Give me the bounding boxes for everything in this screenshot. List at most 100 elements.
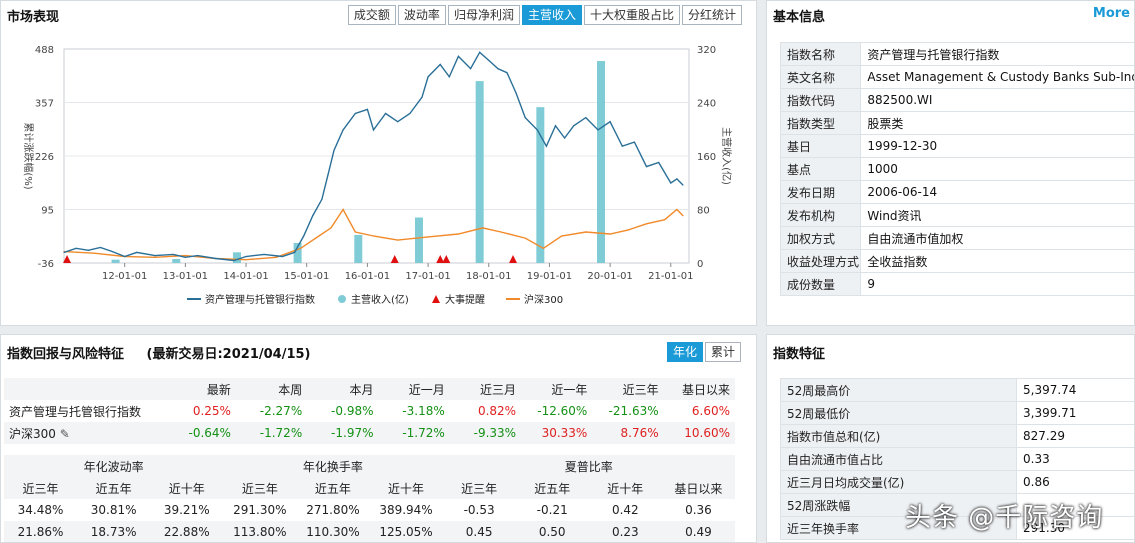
index-line-point [645,166,648,168]
risk-row: 34.48% 30.81% 39.21% 291.30% 271.80% 389.94% -… [4,499,735,521]
feature-key: 52周涨跌幅 [780,493,1017,517]
index-line-point [372,129,375,131]
features-table: 52周最高价 5,397.74 52周最低价 3,399.71 指数市值总和(亿) 827… [780,378,1134,540]
y-left-tick-label: -36 [38,259,54,270]
y-right-tick-label: 160 [697,152,716,163]
returns-value: -2.27% [259,404,303,418]
edit-icon[interactable]: ✎ [55,426,70,441]
index-line-point [448,76,450,78]
index-line-point [597,129,599,131]
feature-value: 0.33 [1016,447,1134,471]
basic-info-value: 9 [860,272,1134,296]
returns-header: 本周 [278,382,303,397]
tab-1[interactable]: 波动率 [397,5,446,25]
index-line-point [658,161,660,164]
index-line-point [397,121,399,123]
index-line-point [554,125,557,127]
feature-value: 291.30 [1016,516,1134,540]
basic-info-value: Wind资讯 [860,203,1134,227]
basic-info-row: 成份数量 9 [779,272,1134,296]
returns-tab-1[interactable]: 累计 [705,342,742,362]
feature-row: 52周涨跌幅 [780,493,1134,517]
hs300-line-point [427,236,429,238]
returns-value: 30.33% [541,426,588,440]
hs300-line-point [482,227,484,229]
risk-value: -0.21 [536,503,568,517]
hs300-line-point [664,219,666,221]
risk-subheader: 近三年 [22,481,59,496]
index-line-point [154,255,156,257]
risk-subheader-row: 近三年 近五年 近十年 近三年 近五年 近十年 近三年 近五年 近十年 基日以来 [4,477,735,499]
tab-0[interactable]: 成交额 [347,5,396,25]
tab-3[interactable]: 主营收入 [521,5,582,25]
returns-title: 指数回报与风险特征 (最新交易日:2021/04/15) [7,343,311,362]
returns-value: -9.33% [473,426,517,440]
basic-info-value: 自由流通市值加权 [860,226,1134,250]
tab-5[interactable]: 分红统计 [681,5,742,25]
index-line-point [670,182,672,184]
index-line-point [136,251,138,253]
basic-info-row: 指数代码 882500.WI [779,88,1134,112]
basic-info-table: 指数名称 资产管理与托管银行指数 英文名称 Asset Management & Cu… [779,42,1134,296]
tab-4[interactable]: 十大权重股占比 [583,5,680,25]
revenue-bar [293,242,302,263]
hs300-line-point [560,235,563,237]
risk-subheader: 基日以来 [674,481,723,496]
basic-info-value: 2006-06-14 [860,180,1134,204]
risk-value: 0.50 [538,525,566,539]
risk-group-header: 年化波动率 [83,459,144,474]
x-tick-label: 19-01-01 [527,271,572,282]
index-line-point [87,249,89,251]
revenue-bar [597,61,606,263]
returns-value: -0.98% [331,404,374,418]
tab-2[interactable]: 归母净利润 [447,5,520,25]
feature-key: 指数市值总和(亿) [780,424,1017,448]
hs300-line-point [585,231,587,233]
risk-value: 39.21% [163,503,210,517]
index-line-point [621,145,623,147]
risk-value: 30.81% [90,503,137,517]
index-line-point [184,256,186,258]
basic-info-value: 股票类 [860,111,1134,135]
hs300-line [63,208,684,261]
index-line-point [342,129,344,131]
basic-info-key: 指数名称 [779,42,862,66]
hs300-line-point [524,237,526,239]
hs300-line-point [184,255,186,257]
y-right-tick-label: 80 [697,206,710,217]
hs300-line-point [93,252,95,254]
index-line-point [172,253,174,256]
event-marker [509,255,518,263]
risk-subheader: 近十年 [168,481,205,496]
returns-tab-0[interactable]: 年化 [667,342,704,362]
returns-value: -12.60% [537,404,588,418]
revenue-bar [111,259,120,263]
legend-label: 大事提醒 [445,293,485,306]
risk-value: 18.73% [90,525,137,539]
hs300-line-point [627,229,629,231]
x-tick-label: 13-01-01 [163,271,208,282]
index-line-point [196,255,199,257]
hs300-line-point [372,235,375,237]
feature-key: 52周最高价 [780,378,1017,402]
risk-subheader: 近五年 [314,481,351,496]
index-line-point [303,235,305,237]
index-line-point [409,112,411,115]
returns-value: 6.60% [691,404,730,418]
hs300-line-point [542,247,544,249]
event-marker [63,255,72,263]
market-title: 市场表现 [7,10,60,25]
basic-info-row: 指数名称 资产管理与托管银行指数 [779,42,1134,66]
index-line-point [633,141,635,143]
feature-key: 52周最低价 [780,401,1017,425]
basic-info-key: 指数代码 [779,88,862,112]
returns-header: 近一月 [408,382,445,397]
index-line-point [564,137,566,139]
basic-info-key: 加权方式 [779,226,862,250]
feature-row: 52周最高价 5,397.74 [780,378,1134,402]
risk-subheader: 近十年 [388,481,425,496]
hs300-line-point [609,233,611,235]
more-link[interactable]: More [1092,6,1130,21]
risk-value: -0.53 [463,503,495,517]
returns-header: 最新 [206,382,231,397]
